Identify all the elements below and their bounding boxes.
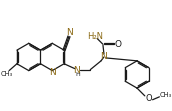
Text: N: N [101, 53, 107, 61]
Text: O: O [114, 40, 121, 49]
Text: N: N [49, 67, 56, 76]
Text: CH₃: CH₃ [159, 92, 171, 98]
Text: CH₃: CH₃ [0, 71, 12, 77]
Text: N: N [73, 66, 80, 75]
Text: O: O [145, 94, 152, 103]
Text: N: N [67, 28, 73, 37]
Text: H: H [75, 72, 80, 77]
Text: H₂N: H₂N [87, 32, 103, 41]
